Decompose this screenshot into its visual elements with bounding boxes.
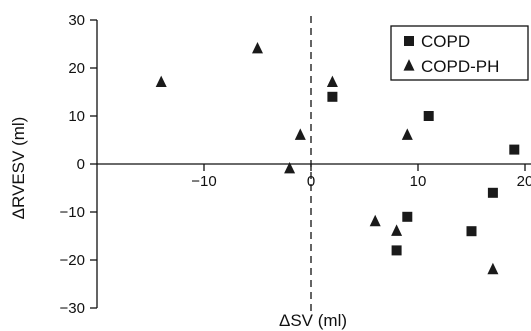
copd-ph-point <box>294 128 306 140</box>
y-axis: −30 −20 −10 0 10 20 30 <box>60 12 98 317</box>
y-tick-label: −10 <box>60 204 85 221</box>
copd-point <box>509 144 520 155</box>
x-axis-label: ΔSV (ml) <box>279 311 347 330</box>
x-axis: −10 0 10 20 <box>97 163 531 190</box>
legend: COPD COPD-PH <box>390 25 529 81</box>
copd-ph-point <box>391 224 403 236</box>
legend-triangle-marker <box>403 59 415 71</box>
legend-label: COPD-PH <box>421 57 499 76</box>
y-tick-label: 0 <box>77 156 85 173</box>
y-tick-label: 10 <box>68 108 85 125</box>
copd-point <box>402 211 413 222</box>
copd-ph-point <box>155 75 167 88</box>
copd-ph-point <box>284 161 296 174</box>
x-tick-label: −10 <box>191 173 216 190</box>
copd-ph-point <box>487 262 499 275</box>
copd-ph-point <box>252 41 263 54</box>
copd-point <box>466 226 477 237</box>
y-tick-label: −20 <box>60 252 85 269</box>
copd-ph-point <box>369 214 381 227</box>
x-ticks: −10 0 10 20 <box>191 164 531 190</box>
copd-point <box>327 91 338 102</box>
x-tick-label: 0 <box>307 173 315 190</box>
y-tick-label: 30 <box>68 12 85 29</box>
y-axis-label: ΔRVESV (ml) <box>9 117 28 220</box>
copd-ph-point <box>326 75 338 88</box>
data-points <box>155 41 520 275</box>
legend-items: COPD COPD-PH <box>403 32 499 76</box>
legend-square-marker <box>404 36 414 46</box>
y-tick-label: 20 <box>68 60 85 77</box>
copd-point <box>423 111 434 121</box>
x-tick-label: 10 <box>410 173 427 190</box>
legend-label: COPD <box>421 32 470 51</box>
copd-point <box>487 187 498 198</box>
y-tick-label: −30 <box>60 300 85 317</box>
copd-ph-point <box>401 128 413 140</box>
legend-box <box>390 25 529 81</box>
copd-point <box>391 245 402 256</box>
x-tick-label: 20 <box>517 173 531 190</box>
y-ticks: −30 −20 −10 0 10 20 30 <box>60 12 97 317</box>
